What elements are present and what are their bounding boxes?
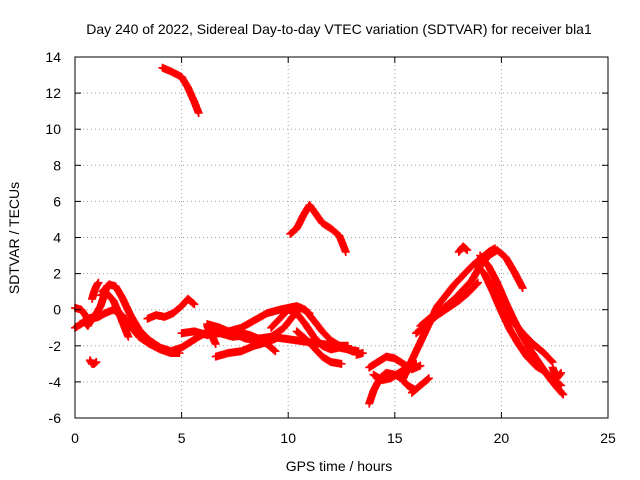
series-arc-07 [96, 289, 133, 341]
series-arc-15 [292, 327, 346, 368]
series-arc-14 [267, 305, 363, 356]
series-arc-08 [143, 294, 199, 323]
x-tick-label: 15 [387, 430, 403, 446]
data-markers [407, 374, 433, 397]
data-markers [143, 294, 199, 323]
series-arc-26 [486, 278, 557, 367]
chart-title: Day 240 of 2022, Sidereal Day-to-day VTE… [86, 21, 592, 37]
data-markers [158, 63, 203, 117]
series-arc-13 [237, 329, 280, 356]
x-tick-label: 20 [494, 430, 510, 446]
y-tick-label: 12 [45, 85, 61, 101]
data-markers [454, 242, 472, 256]
data-markers [486, 278, 557, 367]
data-points [71, 63, 568, 408]
x-tick-label: 5 [178, 430, 186, 446]
series-arc-29 [79, 314, 97, 330]
y-axis-label: SDTVAR / TECUs [6, 182, 22, 294]
x-axis-label: GPS time / hours [286, 458, 393, 474]
series-arc-05 [85, 356, 101, 368]
series-arc-30 [203, 321, 220, 348]
x-tick-label: 10 [280, 430, 296, 446]
y-tick-label: 14 [45, 49, 61, 65]
series-arc-31 [352, 349, 367, 359]
data-markers [237, 329, 280, 356]
y-tick-label: -2 [49, 338, 62, 354]
data-markers [203, 321, 220, 348]
series-arc-28 [88, 278, 103, 303]
y-tick-label: 0 [53, 302, 61, 318]
y-tick-label: 6 [53, 193, 61, 209]
data-markers [96, 289, 133, 341]
data-markers [352, 349, 367, 359]
series-arc-01 [158, 63, 203, 117]
data-markers [412, 278, 482, 338]
series-arc-23 [454, 242, 472, 256]
y-tick-label: 8 [53, 157, 61, 173]
y-tick-label: -4 [49, 374, 62, 390]
axis-ticks: 0 5 10 15 20 25 -6 -4 -2 0 2 4 6 8 10 12 14 [45, 49, 616, 446]
data-markers [79, 314, 97, 330]
data-markers [286, 201, 350, 256]
data-markers [85, 356, 101, 368]
data-markers [267, 305, 363, 356]
data-markers [88, 278, 103, 303]
x-tick-label: 25 [600, 430, 616, 446]
y-tick-label: -6 [49, 410, 62, 426]
series-arc-22 [412, 278, 482, 338]
series-arc-19 [407, 374, 433, 397]
y-tick-label: 2 [53, 266, 61, 282]
y-tick-label: 10 [45, 121, 61, 137]
y-tick-label: 4 [53, 230, 61, 246]
series-arc-27 [548, 363, 566, 383]
data-markers [548, 363, 566, 383]
data-markers [292, 327, 346, 368]
series-arc-02 [286, 201, 350, 256]
x-tick-label: 0 [71, 430, 79, 446]
